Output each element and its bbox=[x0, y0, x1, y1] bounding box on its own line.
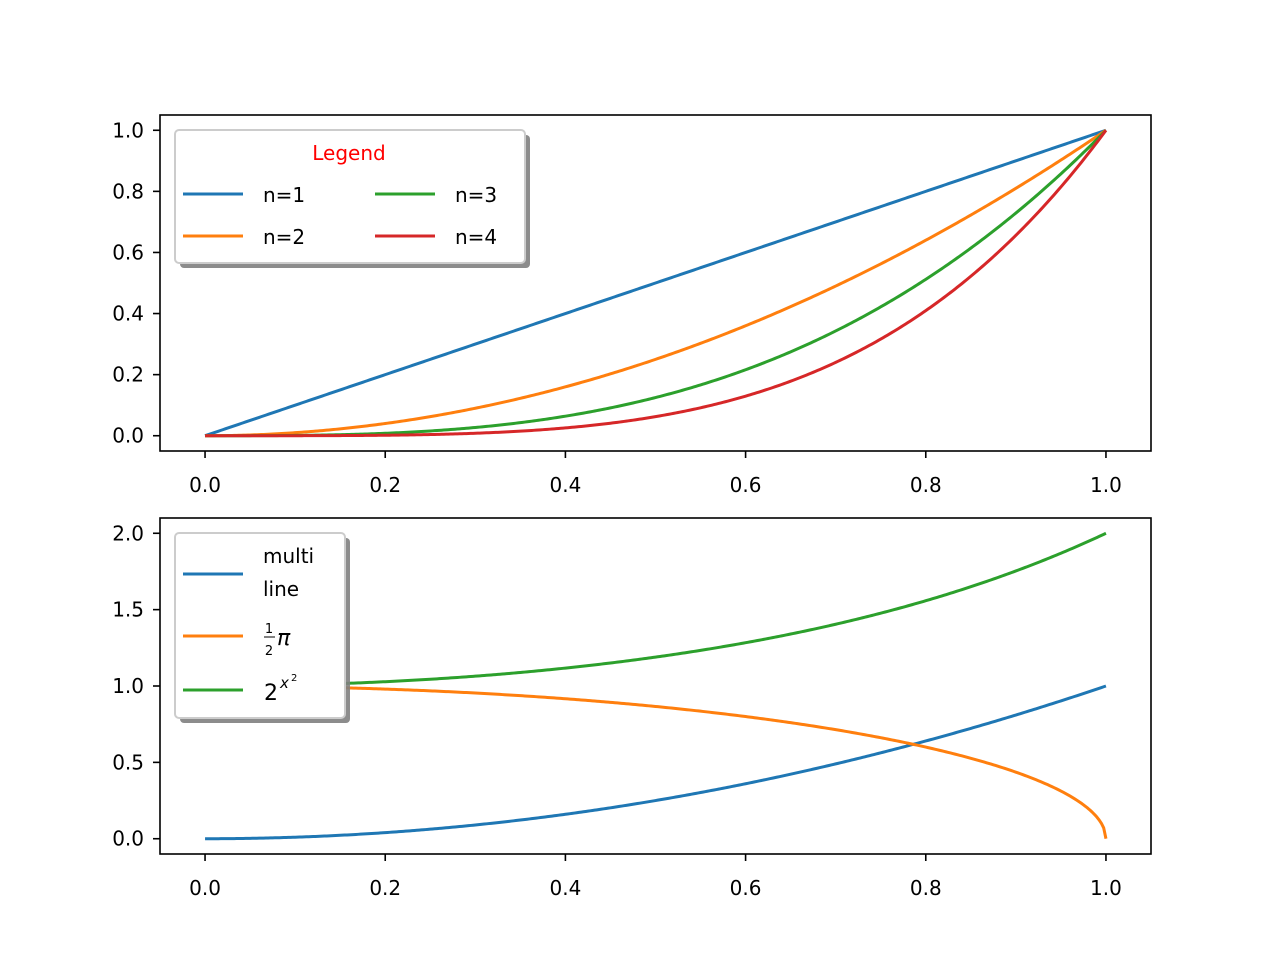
y-tick-label: 0.2 bbox=[112, 363, 144, 387]
legend-label: multi line bbox=[263, 544, 314, 601]
x-tick-label: 0.8 bbox=[910, 473, 942, 497]
y-tick-label: 0.5 bbox=[112, 750, 144, 774]
legend-label-line: multi bbox=[263, 544, 314, 568]
axes-2: 0.0 0.2 0.4 0.6 0.8 1.0 0.0 0.5 1.0 1.5 2.0 bbox=[112, 517, 1152, 900]
pi-symbol: π bbox=[277, 626, 291, 651]
x-tick-label: 0.4 bbox=[550, 876, 582, 900]
series-line-4 bbox=[205, 129, 1108, 438]
x-tick-label: 1.0 bbox=[1090, 876, 1122, 900]
x-tick-label: 1.0 bbox=[1090, 473, 1122, 497]
y-tick-label: 1.5 bbox=[112, 598, 144, 622]
fraction-denominator: 2 bbox=[265, 644, 273, 659]
x-tick-label: 0.6 bbox=[730, 473, 762, 497]
legend-box bbox=[174, 129, 526, 264]
y-tick-label: 0.0 bbox=[112, 424, 144, 448]
y-tick-label: 0.8 bbox=[112, 179, 144, 203]
series-line-1 bbox=[204, 128, 1107, 438]
power-base: 2 bbox=[264, 681, 278, 706]
legend-title: Legend bbox=[312, 141, 385, 165]
legend-label-fraction: 1 2π bbox=[264, 622, 291, 659]
x-tick-label: 0.0 bbox=[189, 876, 221, 900]
y-tick-label: 0.0 bbox=[112, 827, 144, 851]
legend-label: n=1 bbox=[263, 183, 305, 207]
x-tick-label: 0.4 bbox=[550, 473, 582, 497]
series-line-1 bbox=[205, 684, 1107, 841]
y-tick-label: 0.4 bbox=[112, 302, 144, 326]
y-tick-label: 2.0 bbox=[112, 521, 144, 545]
legend-label-line: line bbox=[263, 577, 299, 601]
axes-1: 0.0 0.2 0.4 0.6 0.8 1.0 0.0 0.2 0.4 0.6 0.8 1.0 bbox=[112, 114, 1152, 497]
x-tick-label: 0.8 bbox=[910, 876, 942, 900]
legend-top: Legend n=1 n=2 n=3 n=4 bbox=[174, 129, 530, 268]
x-tick-label: 0.0 bbox=[189, 473, 221, 497]
legend-box bbox=[174, 532, 346, 719]
y-tick-label: 0.6 bbox=[112, 240, 144, 264]
x-tick-label: 0.6 bbox=[730, 876, 762, 900]
x-tick-label: 0.2 bbox=[369, 876, 401, 900]
power-exponent-exponent: 2 bbox=[291, 673, 297, 684]
fraction-numerator: 1 bbox=[265, 622, 273, 637]
axes-frame bbox=[159, 114, 1152, 452]
series-line-3 bbox=[205, 531, 1107, 688]
series-line-2 bbox=[205, 684, 1108, 840]
legend-label: n=2 bbox=[263, 225, 305, 249]
legend-label: n=3 bbox=[455, 183, 497, 207]
series-line-2 bbox=[205, 129, 1107, 438]
x-tick-label: 0.2 bbox=[369, 473, 401, 497]
y-tick-label: 1.0 bbox=[112, 118, 144, 142]
y-tick-label: 1.0 bbox=[112, 674, 144, 698]
power-exponent: x bbox=[279, 674, 289, 692]
legend-label: n=4 bbox=[455, 225, 497, 249]
